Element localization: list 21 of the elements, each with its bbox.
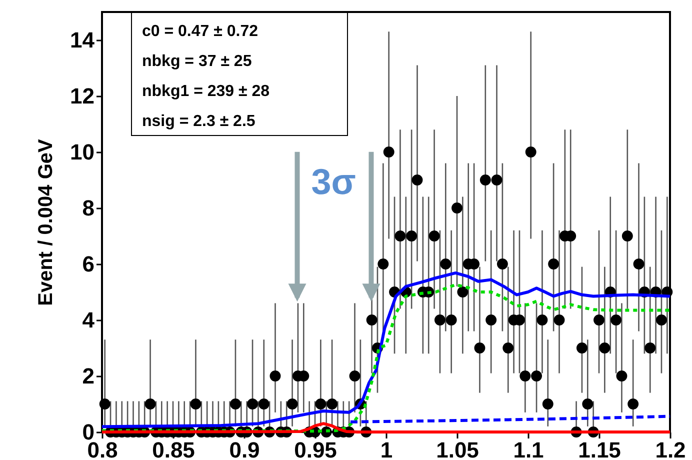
y-axis-title: Event / 0.004 GeV xyxy=(35,138,58,306)
x-tick-label: 0.95 xyxy=(294,438,337,460)
x-tick-label: 0.9 xyxy=(229,438,260,460)
x-tick-label: 1.05 xyxy=(436,438,479,460)
annotation: c0 = 0.47 ± 0.72 xyxy=(142,22,259,42)
y-tick-label: 4 xyxy=(82,308,96,332)
annotation: nbkg = 37 ± 25 xyxy=(142,52,253,72)
ref-line-label: 3σ xyxy=(311,160,356,202)
x-tick-label: 1 xyxy=(380,438,393,460)
x-tick-label: 1.15 xyxy=(578,438,621,460)
y-tick-label: 12 xyxy=(70,84,94,108)
x-tick-label: 1.1 xyxy=(513,438,544,460)
y-tick-label: 6 xyxy=(82,252,94,276)
y-tick-label: 2 xyxy=(82,364,94,388)
y-tick-label: 10 xyxy=(70,140,94,164)
annotation: nsig = 2.3 ± 2.5 xyxy=(142,112,256,132)
x-tick-label: 0.85 xyxy=(152,438,195,460)
x-tick-label: 1.2 xyxy=(655,438,686,460)
annotation: nbkg1 = 239 ± 28 xyxy=(142,82,271,102)
y-tick-label: 8 xyxy=(82,196,94,220)
y-tick-label: 14 xyxy=(70,28,96,52)
